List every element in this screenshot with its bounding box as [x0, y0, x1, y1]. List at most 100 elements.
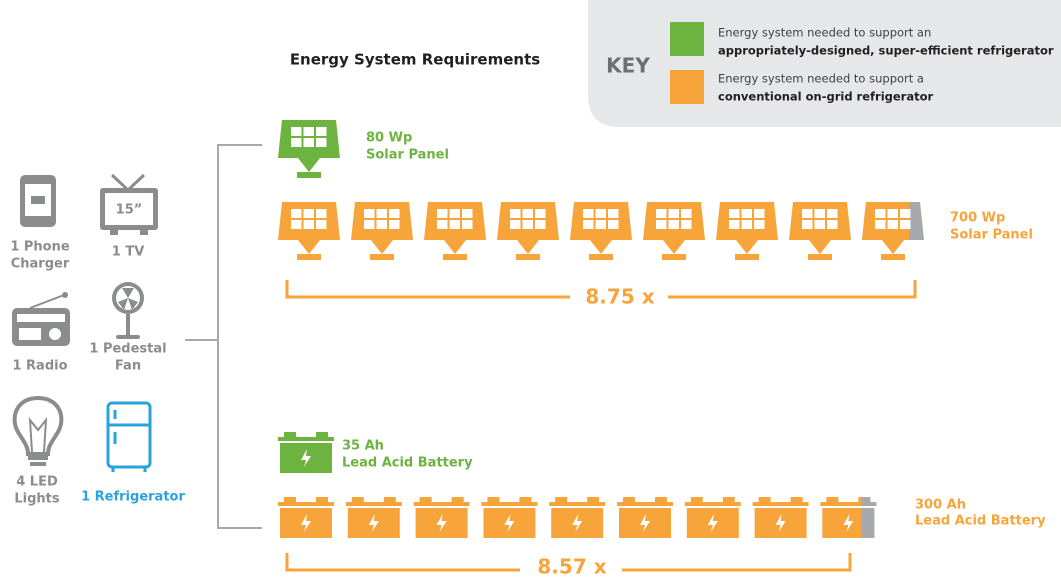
panel-cell	[291, 209, 302, 218]
panel-cell	[522, 220, 533, 229]
battery-terminal	[419, 497, 432, 502]
fan-blades	[118, 288, 138, 310]
panel-cell	[900, 220, 909, 229]
battery-icon	[549, 497, 606, 538]
panel-cell	[449, 209, 460, 218]
tv-leg	[110, 230, 118, 235]
panel-stand	[371, 240, 393, 254]
battery-top	[278, 502, 334, 506]
panel-cell	[887, 220, 898, 229]
solar-panel-icon	[424, 202, 486, 260]
panel-stand	[298, 240, 320, 254]
multiplier: 8.57 x	[537, 555, 606, 579]
panel-cell	[681, 220, 692, 229]
battery-top	[278, 437, 334, 441]
panel-cell	[389, 220, 400, 229]
bracket	[285, 280, 917, 572]
battery-terminal	[858, 497, 871, 502]
label: 700 Wp	[950, 211, 1005, 226]
panel-cell	[303, 138, 314, 147]
label: 80 Wp	[366, 131, 412, 146]
bulb-base	[30, 462, 46, 466]
battery-bolt	[301, 449, 311, 467]
bulb-filament	[28, 416, 48, 453]
key-text: Energy system needed to support an	[718, 26, 931, 40]
battery-icon	[413, 497, 470, 538]
battery-bolt	[368, 514, 379, 532]
battery-terminal	[487, 497, 500, 502]
fridge-icon	[106, 401, 152, 469]
battery-terminal	[826, 497, 839, 502]
panel-cell	[303, 127, 314, 136]
appliance-label: Lights	[14, 492, 60, 507]
key-text: Energy system needed to support a	[718, 72, 924, 86]
radio-grill	[19, 328, 41, 340]
panel-cell	[303, 209, 314, 218]
panel-cell	[875, 209, 886, 218]
battery-top	[413, 502, 470, 506]
panel-stand	[736, 240, 758, 254]
battery-bolt	[707, 514, 718, 532]
key-text: conventional on-grid refrigerator	[718, 90, 934, 104]
panel-stand	[444, 240, 466, 254]
panel-cell	[656, 220, 667, 229]
panel-cell	[522, 209, 533, 218]
panel-stand	[298, 158, 320, 172]
panel-cell	[802, 209, 813, 218]
battery-terminal	[655, 497, 667, 502]
battery-icon	[617, 497, 673, 538]
panel-cell	[900, 209, 909, 218]
panel-cell	[595, 220, 606, 229]
panel-cell	[303, 220, 314, 229]
appliance-label: Fan	[115, 359, 141, 374]
radio-icon	[12, 308, 70, 346]
battery-terminal	[555, 497, 568, 502]
battery-icon	[278, 497, 334, 538]
panel-cell	[583, 209, 594, 218]
panel-cell	[376, 220, 387, 229]
panel-cell	[389, 209, 400, 218]
battery-icon	[278, 432, 334, 473]
title: Energy System Requirements	[290, 51, 540, 69]
battery-bolt	[436, 514, 447, 532]
fan-base	[116, 335, 140, 339]
fan-pole	[126, 314, 130, 336]
battery-top	[820, 502, 862, 506]
panel-base	[735, 254, 759, 260]
panel-cell	[814, 209, 825, 218]
battery-icon	[481, 497, 538, 538]
battery-terminal	[758, 497, 771, 502]
icons	[12, 173, 158, 472]
panel-cell	[656, 209, 667, 218]
panel-cell	[827, 209, 838, 218]
battery-bolt	[640, 514, 650, 532]
panel-cell	[291, 127, 302, 136]
panel-base	[297, 254, 321, 260]
connector	[185, 144, 262, 529]
battery-terminal	[316, 432, 328, 437]
panel-cell	[316, 138, 327, 147]
battery-terminal	[690, 497, 703, 502]
panel-part	[862, 202, 909, 260]
panel-cell	[741, 209, 752, 218]
panel-cell	[437, 220, 448, 229]
battery-bolt	[843, 514, 854, 532]
panel-cell	[462, 220, 473, 229]
panel-base	[808, 254, 832, 260]
panel-base	[589, 254, 613, 260]
appliance-label: 1 Phone	[10, 240, 70, 255]
panel-base	[662, 254, 686, 260]
panel-stand	[590, 240, 612, 254]
solar-panel-icon	[497, 202, 559, 260]
solar-panel-icon	[789, 202, 851, 260]
battery-bolt	[301, 514, 311, 532]
solar-panel-icon	[351, 202, 413, 260]
battery-bolt	[775, 514, 786, 532]
panel-cell	[802, 220, 813, 229]
panel-cell	[291, 138, 302, 147]
battery-bolt	[504, 514, 515, 532]
battery-terminal	[722, 497, 735, 502]
battery-terminal	[451, 497, 464, 502]
battery-top	[549, 502, 606, 506]
label: Lead Acid Battery	[342, 456, 473, 471]
